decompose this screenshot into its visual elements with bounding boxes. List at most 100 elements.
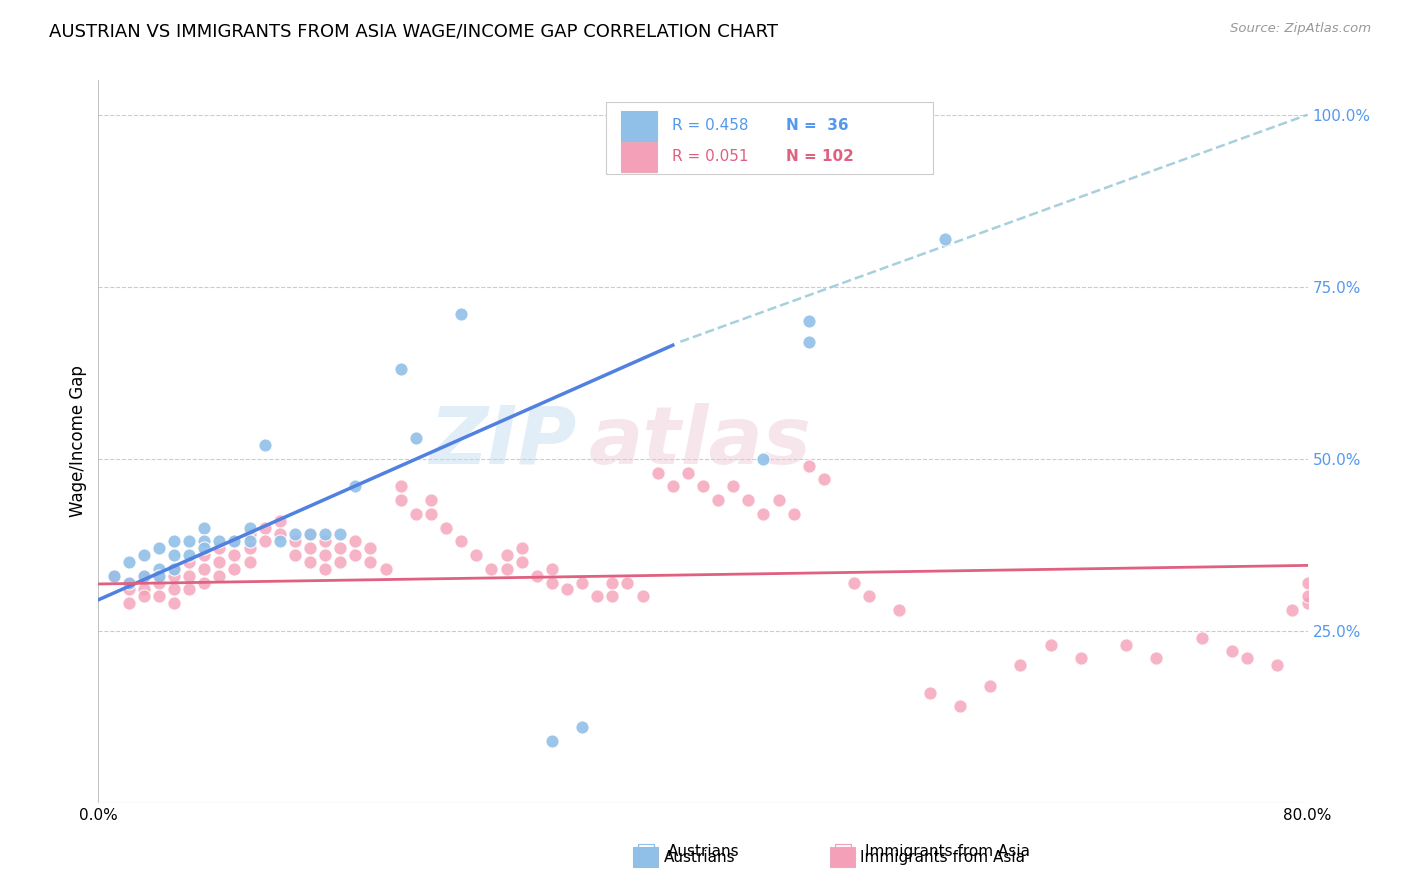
- Point: [179, 548, 201, 562]
- Point: [540, 562, 562, 576]
- Point: [752, 451, 775, 466]
- FancyBboxPatch shape: [606, 102, 932, 174]
- Point: [405, 507, 427, 521]
- Text: Immigrants from Asia: Immigrants from Asia: [860, 850, 1025, 864]
- Point: [163, 596, 186, 610]
- Point: [949, 699, 972, 714]
- Text: AUSTRIAN VS IMMIGRANTS FROM ASIA WAGE/INCOME GAP CORRELATION CHART: AUSTRIAN VS IMMIGRANTS FROM ASIA WAGE/IN…: [49, 22, 778, 40]
- Point: [1010, 658, 1032, 673]
- Point: [797, 458, 820, 473]
- Point: [495, 548, 517, 562]
- Text: Source: ZipAtlas.com: Source: ZipAtlas.com: [1230, 22, 1371, 36]
- Point: [299, 555, 322, 569]
- FancyBboxPatch shape: [621, 112, 657, 142]
- Text: □: □: [637, 842, 657, 862]
- Point: [284, 527, 307, 541]
- Point: [1296, 590, 1319, 604]
- Point: [344, 534, 367, 549]
- Point: [389, 479, 412, 493]
- Point: [707, 493, 730, 508]
- Point: [586, 590, 609, 604]
- Point: [797, 314, 820, 328]
- Point: [979, 679, 1001, 693]
- Point: [118, 555, 141, 569]
- Point: [148, 568, 170, 582]
- Point: [193, 520, 215, 534]
- Point: [253, 534, 276, 549]
- Point: [284, 548, 307, 562]
- Point: [132, 568, 155, 582]
- Point: [844, 575, 866, 590]
- Text: R = 0.458: R = 0.458: [672, 119, 748, 133]
- Point: [224, 534, 246, 549]
- Text: atlas: atlas: [588, 402, 811, 481]
- Point: [148, 541, 170, 556]
- Point: [179, 568, 201, 582]
- Point: [179, 555, 201, 569]
- Point: [1281, 603, 1303, 617]
- Point: [1144, 651, 1167, 665]
- Point: [692, 479, 714, 493]
- Point: [253, 520, 276, 534]
- Point: [405, 431, 427, 445]
- Point: [1115, 638, 1137, 652]
- Point: [1296, 596, 1319, 610]
- Point: [571, 720, 593, 734]
- Point: [934, 231, 956, 245]
- Point: [1267, 658, 1289, 673]
- Point: [768, 493, 790, 508]
- Y-axis label: Wage/Income Gap: Wage/Income Gap: [69, 366, 87, 517]
- Point: [783, 507, 806, 521]
- Point: [813, 472, 835, 486]
- Point: [389, 493, 412, 508]
- Point: [540, 734, 562, 748]
- Point: [299, 527, 322, 541]
- Text: N =  36: N = 36: [786, 119, 849, 133]
- Point: [737, 493, 759, 508]
- Point: [1191, 631, 1213, 645]
- Point: [299, 541, 322, 556]
- Point: [434, 520, 457, 534]
- Point: [208, 568, 231, 582]
- Text: Austrians: Austrians: [668, 845, 740, 859]
- Point: [193, 534, 215, 549]
- Point: [510, 541, 533, 556]
- Point: [224, 534, 246, 549]
- Point: [148, 562, 170, 576]
- Point: [344, 548, 367, 562]
- Point: [193, 575, 215, 590]
- Point: [616, 575, 638, 590]
- Point: [858, 590, 880, 604]
- Point: [239, 527, 262, 541]
- Point: [103, 568, 125, 582]
- Point: [571, 575, 593, 590]
- Point: [329, 541, 352, 556]
- Point: [193, 541, 215, 556]
- Point: [239, 534, 262, 549]
- Point: [179, 534, 201, 549]
- Point: [314, 548, 336, 562]
- Text: N = 102: N = 102: [786, 149, 855, 163]
- Point: [329, 555, 352, 569]
- Point: [526, 568, 548, 582]
- Point: [269, 527, 291, 541]
- Text: □: □: [834, 842, 853, 862]
- Point: [495, 562, 517, 576]
- Point: [481, 562, 503, 576]
- Point: [723, 479, 745, 493]
- Point: [1296, 575, 1319, 590]
- Point: [193, 548, 215, 562]
- Point: [132, 548, 155, 562]
- Point: [103, 568, 125, 582]
- Point: [510, 555, 533, 569]
- Point: [148, 568, 170, 582]
- Point: [314, 562, 336, 576]
- Point: [284, 534, 307, 549]
- Point: [797, 334, 820, 349]
- Point: [1039, 638, 1062, 652]
- Point: [163, 534, 186, 549]
- Point: [208, 541, 231, 556]
- Point: [224, 562, 246, 576]
- Point: [752, 507, 775, 521]
- Point: [602, 590, 624, 604]
